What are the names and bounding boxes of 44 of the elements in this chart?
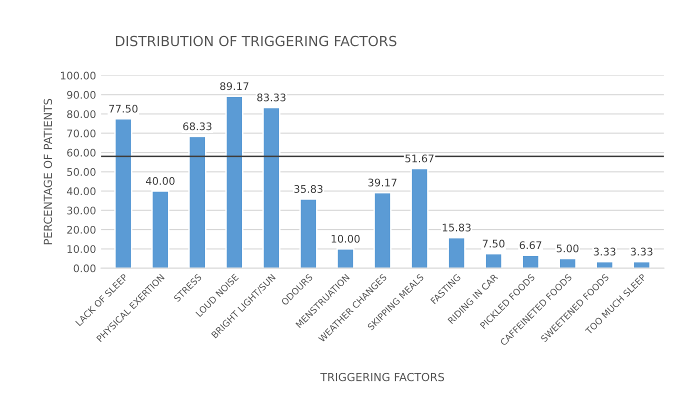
data-label: 3.33 — [630, 248, 652, 256]
bar — [114, 118, 132, 268]
data-label: 51.67 — [405, 154, 434, 162]
bar — [448, 236, 466, 268]
y-tick-label: 0.00 — [74, 264, 96, 272]
bar — [484, 253, 503, 268]
data-label: 77.50 — [109, 104, 138, 113]
bar — [558, 258, 577, 268]
y-tick-label: 90.00 — [67, 90, 96, 99]
y-tick-label: 100.00 — [60, 72, 96, 80]
bar — [373, 192, 392, 268]
bar — [188, 136, 206, 268]
data-label: 89.17 — [220, 82, 248, 90]
bar — [262, 106, 280, 268]
x-axis-title: TRIGGERING FACTORS — [320, 372, 444, 382]
y-tick-label: 50.00 — [67, 168, 96, 176]
y-tick-label: 70.00 — [67, 129, 96, 138]
y-tick-label: 60.00 — [67, 148, 96, 157]
data-label: 3.33 — [594, 248, 616, 256]
data-label: 39.17 — [368, 178, 397, 186]
data-label: 68.33 — [183, 122, 212, 130]
data-label: 15.83 — [442, 224, 471, 232]
bar — [225, 96, 244, 268]
data-label: 83.33 — [257, 93, 286, 102]
data-label: 6.67 — [520, 241, 542, 250]
data-label: 35.83 — [294, 185, 323, 193]
y-axis-title: PERCENTAGE OF PATIENTS — [44, 98, 52, 244]
chart-title: DISTRIBUTION OF TRIGGERING FACTORS — [116, 36, 396, 46]
y-tick-label: 30.00 — [67, 206, 96, 214]
data-label: 40.00 — [146, 177, 175, 185]
y-tick-label: 40.00 — [66, 187, 96, 196]
bar — [632, 261, 651, 268]
y-tick-label: 20.00 — [67, 226, 96, 234]
bar — [596, 261, 614, 268]
data-label: 5.00 — [556, 244, 579, 252]
bar — [299, 198, 318, 268]
data-label: 10.00 — [332, 234, 360, 243]
bar — [336, 248, 354, 268]
bar — [410, 168, 429, 268]
data-label: 7.50 — [482, 240, 504, 248]
bar — [522, 254, 540, 268]
y-tick-label: 10.00 — [68, 245, 96, 253]
y-tick-label: 80.00 — [67, 110, 96, 118]
bar — [151, 190, 170, 268]
